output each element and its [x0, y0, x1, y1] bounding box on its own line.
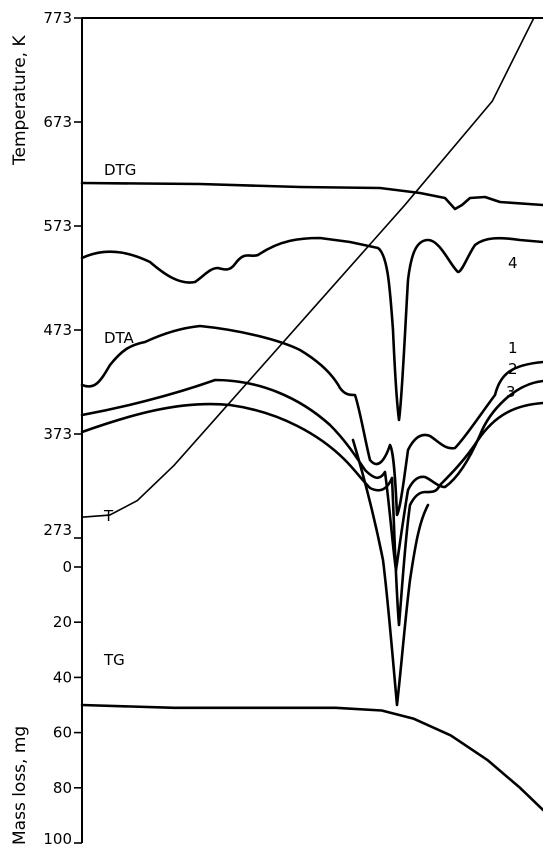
y-tick-label-temperature: 273: [43, 521, 72, 539]
series-line-temperature: [81, 17, 535, 518]
y-axis-tick-labels: 773 673 573 473 373 273 0 20 40 60 80 100: [43, 9, 72, 847]
y-axis-ticks: [74, 17, 82, 844]
y-tick-label-mass: 20: [53, 613, 72, 631]
series-line-dta-envelope: [351, 438, 430, 707]
y-tick-label-temperature: 773: [43, 9, 72, 27]
y-tick-label-temperature: 673: [43, 113, 72, 131]
series-label-dtg: DTG: [104, 161, 136, 179]
series-line-dta-1: [80, 324, 543, 517]
series-line-4: [80, 236, 543, 422]
series-line-dtg: [80, 181, 543, 211]
curve-labels: DTG DTA T TG 1 2 3 4: [103, 161, 518, 669]
series-line-tg: [80, 703, 543, 812]
y-tick-label-mass: 40: [53, 668, 72, 686]
y-tick-label-temperature: 373: [43, 425, 72, 443]
series-label-tg: TG: [103, 651, 125, 669]
series-label-dta: DTA: [104, 329, 135, 347]
y-tick-label-mass: 100: [43, 830, 72, 847]
mass-axis-title: Mass loss, mg: [10, 726, 30, 845]
series-label-t: T: [103, 507, 114, 525]
y-tick-label-mass: 80: [53, 779, 72, 797]
y-tick-label-temperature: 573: [43, 217, 72, 235]
series-line-3: [80, 401, 543, 627]
y-tick-label-mass: 0: [62, 558, 72, 576]
y-tick-label-temperature: 473: [43, 321, 72, 339]
temperature-axis-title: Temperature, K: [10, 35, 30, 166]
series-label-3: 3: [506, 383, 516, 401]
series-label-2: 2: [508, 360, 518, 378]
y-tick-label-mass: 60: [53, 724, 72, 742]
series-label-4: 4: [508, 254, 518, 272]
series-line-2: [80, 378, 543, 572]
series-label-1: 1: [508, 339, 518, 357]
